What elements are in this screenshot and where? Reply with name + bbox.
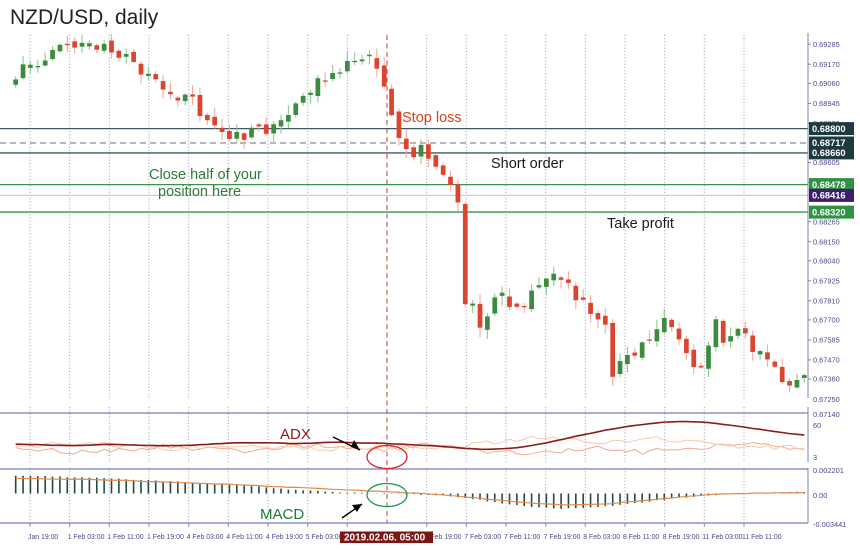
- svg-text:0.68478: 0.68478: [812, 180, 846, 190]
- svg-text:0.68150: 0.68150: [813, 237, 840, 246]
- svg-text:11 Feb 03:00: 11 Feb 03:00: [702, 534, 742, 541]
- svg-text:3: 3: [813, 453, 817, 462]
- svg-text:4 Feb 19:00: 4 Feb 19:00: [266, 534, 303, 541]
- svg-text:0.67250: 0.67250: [813, 395, 840, 404]
- svg-text:position here: position here: [158, 184, 241, 200]
- svg-text:0.68800: 0.68800: [812, 124, 846, 134]
- svg-text:0.68320: 0.68320: [812, 207, 846, 217]
- svg-text:1 Feb 11:00: 1 Feb 11:00: [107, 534, 143, 541]
- svg-text:0.68945: 0.68945: [813, 99, 840, 108]
- svg-text:0.67810: 0.67810: [813, 297, 840, 306]
- svg-text:0.68660: 0.68660: [812, 148, 846, 158]
- svg-text:Jan 19:00: Jan 19:00: [28, 534, 58, 541]
- svg-text:4 Feb 03:00: 4 Feb 03:00: [187, 534, 224, 541]
- svg-text:0.68605: 0.68605: [813, 158, 840, 167]
- svg-text:0.67140: 0.67140: [813, 410, 840, 419]
- svg-text:0.00: 0.00: [813, 491, 827, 500]
- svg-text:0.67360: 0.67360: [813, 375, 840, 384]
- svg-text:8 Feb 11:00: 8 Feb 11:00: [623, 534, 659, 541]
- svg-text:0.68416: 0.68416: [812, 191, 846, 201]
- svg-text:8 Feb 19:00: 8 Feb 19:00: [663, 534, 700, 541]
- svg-text:0.69170: 0.69170: [813, 60, 840, 69]
- svg-text:0.68040: 0.68040: [813, 257, 840, 266]
- svg-text:1 Feb 19:00: 1 Feb 19:00: [147, 534, 184, 541]
- svg-text:0.68265: 0.68265: [813, 217, 840, 226]
- svg-text:7 Feb 03:00: 7 Feb 03:00: [464, 534, 501, 541]
- svg-text:Close half of your: Close half of your: [149, 167, 262, 183]
- svg-text:Stop loss: Stop loss: [402, 110, 462, 126]
- svg-text:MACD: MACD: [260, 506, 304, 523]
- svg-text:4 Feb 11:00: 4 Feb 11:00: [226, 534, 262, 541]
- svg-text:7 Feb 11:00: 7 Feb 11:00: [504, 534, 540, 541]
- svg-text:Take profit: Take profit: [607, 216, 674, 232]
- svg-text:5 Feb 03:00: 5 Feb 03:00: [306, 534, 343, 541]
- svg-text:11 Feb 11:00: 11 Feb 11:00: [742, 534, 782, 541]
- svg-text:1 Feb 03:00: 1 Feb 03:00: [68, 534, 105, 541]
- svg-text:0.69285: 0.69285: [813, 40, 840, 49]
- svg-text:Short order: Short order: [491, 156, 564, 172]
- svg-text:60: 60: [813, 421, 821, 430]
- svg-text:2019.02.06. 05:00: 2019.02.06. 05:00: [344, 533, 426, 544]
- svg-text:0.67700: 0.67700: [813, 316, 840, 325]
- svg-text:0.67925: 0.67925: [813, 277, 840, 286]
- svg-text:8 Feb 03:00: 8 Feb 03:00: [583, 534, 620, 541]
- svg-text:0.002201: 0.002201: [813, 466, 844, 475]
- svg-text:0.67585: 0.67585: [813, 336, 840, 345]
- svg-text:0.69060: 0.69060: [813, 79, 840, 88]
- svg-text:ADX: ADX: [280, 426, 311, 443]
- svg-text:0.67470: 0.67470: [813, 356, 840, 365]
- svg-text:7 Feb 19:00: 7 Feb 19:00: [544, 534, 581, 541]
- svg-text:-0.003441: -0.003441: [813, 520, 846, 529]
